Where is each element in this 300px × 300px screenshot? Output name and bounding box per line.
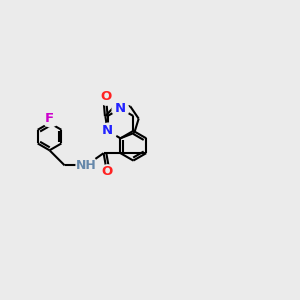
Text: N: N bbox=[102, 124, 113, 137]
Text: O: O bbox=[100, 90, 112, 104]
Text: O: O bbox=[101, 165, 112, 178]
Text: N: N bbox=[115, 102, 126, 115]
Text: NH: NH bbox=[76, 159, 96, 172]
Text: F: F bbox=[45, 112, 54, 125]
